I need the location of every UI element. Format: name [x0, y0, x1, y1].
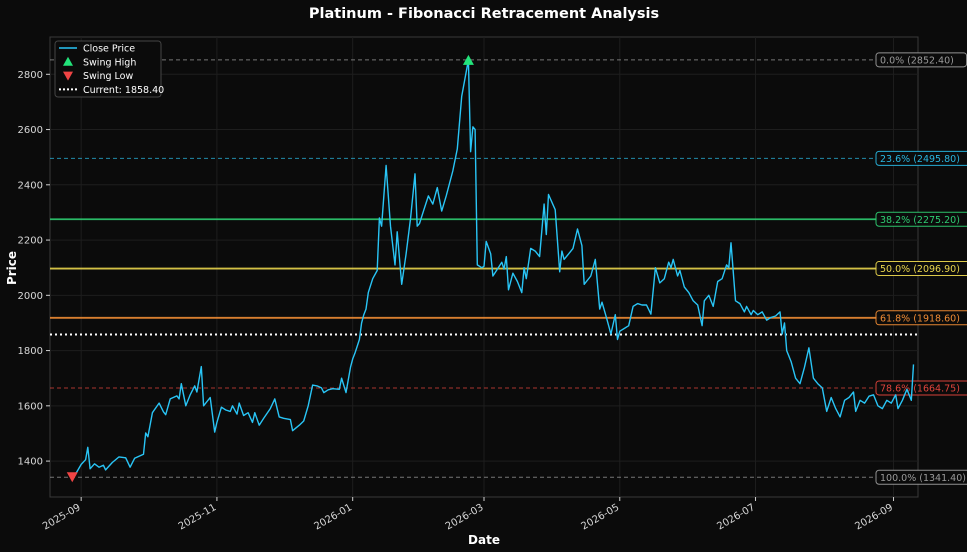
y-tick-label: 1800: [18, 346, 43, 357]
fib-label-box: [875, 469, 967, 485]
y-tick-label: 2400: [18, 180, 43, 191]
swing-markers: [66, 54, 474, 483]
fib-label-box: [875, 150, 967, 166]
fib-level-label: 38.2% (2275.20): [880, 215, 960, 226]
close-price-line: [71, 59, 915, 478]
y-axis-title: Price: [5, 251, 19, 285]
y-tick-label: 2200: [18, 236, 43, 247]
chart-title: Platinum - Fibonacci Retracement Analysi…: [309, 6, 659, 22]
fib-level-label: 23.6% (2495.80): [880, 154, 960, 165]
legend-current: Current: 1858.40: [83, 85, 164, 96]
fib-level-label: 50.0% (2096.90): [880, 264, 960, 275]
legend: Close Price Swing High Swing Low Current: 1…: [54, 40, 164, 98]
y-tick-label: 2800: [18, 70, 43, 81]
fib-label-box: [875, 261, 967, 277]
legend-swatch: [63, 71, 73, 81]
x-axis-title: Date: [468, 533, 500, 547]
price-series: [71, 59, 915, 478]
fib-label-box: [875, 211, 967, 227]
swing-low-marker: [66, 472, 78, 483]
legend-swing-low: Swing Low: [83, 71, 133, 82]
swing-high-marker: [462, 54, 474, 65]
fib-levels: 0.0% (2852.40) 23.6% (2495.80) 38.2% (2275…: [50, 52, 967, 485]
fib-label-box: [875, 380, 967, 396]
fib-level-label: 78.6% (1664.75): [880, 383, 960, 394]
y-axis-ticks: 1400 1600 1800 2000 2200 2400 2600 2800: [18, 70, 50, 468]
fib-level-label: 61.8% (1918.60): [880, 313, 960, 324]
legend-box: [54, 40, 162, 98]
fib-label-box: [875, 310, 967, 326]
fib-level-label: 100.0% (1341.40): [880, 473, 966, 484]
y-tick-label: 2600: [18, 125, 43, 136]
legend-swing-high: Swing High: [83, 57, 136, 68]
legend-swatch: [63, 56, 73, 66]
y-tick-label: 1400: [18, 457, 43, 468]
fib-level-label: 0.0% (2852.40): [880, 55, 954, 66]
legend-close-price: Close Price: [83, 44, 135, 55]
y-tick-label: 1600: [18, 401, 43, 412]
y-tick-label: 2000: [18, 291, 43, 302]
